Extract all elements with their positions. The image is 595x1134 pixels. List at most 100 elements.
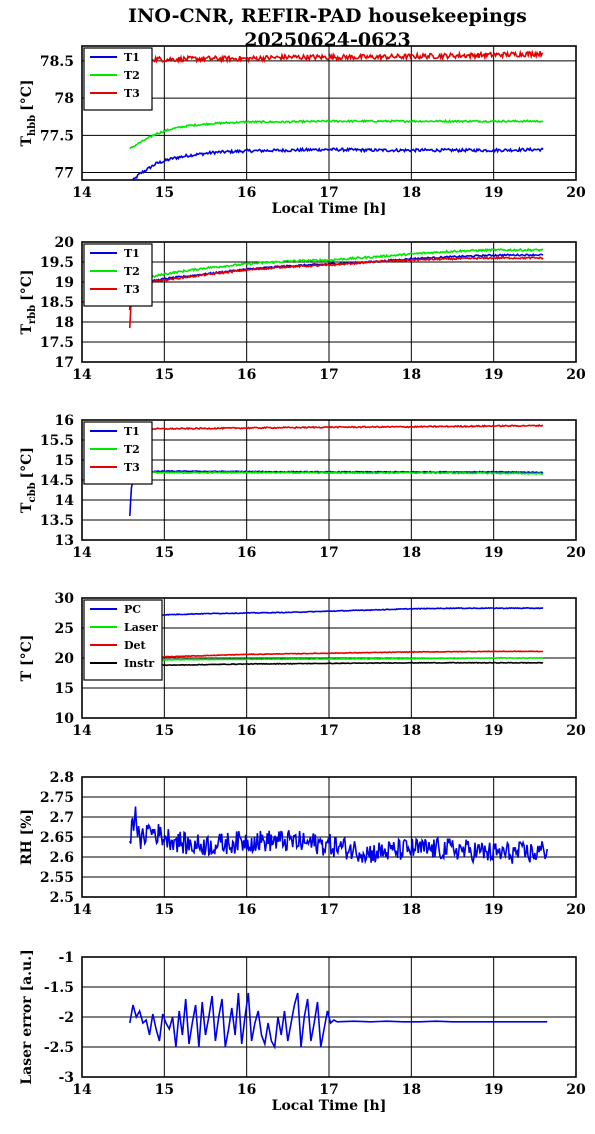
x-axis-label: Local Time [h] xyxy=(272,201,387,217)
y-tick-label: 15 xyxy=(55,681,74,697)
chart-panel-3: 14 15 16 17 18 19 20 13 13.5 14 14.5 15 15.5 16 Tcbb[°… xyxy=(19,413,586,561)
legend-label: T3 xyxy=(124,461,140,474)
legend-label: T3 xyxy=(124,283,140,296)
y-tick-label: 2.6 xyxy=(50,850,74,866)
chart-panel-5: 14 15 16 17 18 19 20 2.5 2.55 2.6 2.65 2.7 2.75 2.8 RH… xyxy=(19,770,586,918)
x-tick-label: 18 xyxy=(402,185,421,201)
x-tick-label: 14 xyxy=(72,1082,92,1098)
y-tick-label: 78.5 xyxy=(40,54,74,70)
series-line-pc xyxy=(129,606,544,618)
x-tick-label: 20 xyxy=(566,185,586,201)
series-line-t2 xyxy=(129,247,544,307)
chart-panel-4: 14 15 16 17 18 19 20 10 15 20 25 30 T [°C] PC Laser Det… xyxy=(19,591,586,739)
x-tick-label: 20 xyxy=(566,367,586,383)
series-line-instr xyxy=(129,661,544,669)
legend-box xyxy=(83,421,153,485)
x-tick-label: 14 xyxy=(72,902,92,918)
legend-label: Instr xyxy=(124,657,154,670)
x-tick-label: 15 xyxy=(155,1082,174,1098)
x-tick-label: 16 xyxy=(237,723,256,739)
y-axis-label: Laser error [a.u.] xyxy=(19,949,35,1084)
legend: PC Laser Det Instr xyxy=(83,599,163,681)
x-tick-label: 17 xyxy=(319,545,338,561)
y-tick-label: 15 xyxy=(55,453,74,469)
y-tick-label: 20 xyxy=(55,651,75,667)
x-tick-label: 16 xyxy=(237,185,256,201)
series-line-data xyxy=(129,992,548,1050)
x-tick-label: 14 xyxy=(72,185,92,201)
x-tick-label: 19 xyxy=(484,185,503,201)
legend-label: PC xyxy=(124,603,141,616)
y-tick-label: 14 xyxy=(55,493,75,509)
legend: T1 T2 T3 xyxy=(83,243,153,307)
y-tick-label: 13.5 xyxy=(40,513,74,529)
legend-label: T2 xyxy=(124,443,140,456)
y-tick-label: 14.5 xyxy=(40,473,74,489)
y-tick-label: 13 xyxy=(55,533,74,549)
legend-label: Laser xyxy=(124,621,158,634)
x-tick-label: 14 xyxy=(72,545,92,561)
x-tick-label: 16 xyxy=(237,1082,256,1098)
x-tick-label: 17 xyxy=(319,185,338,201)
x-tick-label: 20 xyxy=(566,1082,586,1098)
y-tick-label: 25 xyxy=(55,621,74,637)
series-line-t1 xyxy=(132,146,544,180)
x-tick-label: 19 xyxy=(484,545,503,561)
y-tick-label: 19 xyxy=(55,275,74,291)
chart-panel-6: 14 15 16 17 18 19 20 -3 -2.5 -2 -1.5 -1 Local Time [… xyxy=(19,949,586,1114)
y-tick-label: 10 xyxy=(55,711,75,727)
y-axis-label: RH [%] xyxy=(19,809,35,865)
plot-frame xyxy=(81,45,577,181)
y-tick-label: -1 xyxy=(58,950,74,966)
y-tick-label: 2.5 xyxy=(50,890,74,906)
legend-box xyxy=(83,47,153,111)
series-line-det xyxy=(129,650,544,659)
x-tick-label: 19 xyxy=(484,367,503,383)
series-line-t3 xyxy=(129,256,544,329)
x-tick-label: 19 xyxy=(484,723,503,739)
y-axis-label: Tcbb[°C] xyxy=(19,447,38,513)
legend-box xyxy=(83,599,163,681)
chart-panel-1: 14 15 16 17 18 19 20 77 77.5 78 78.5 Local Time [h]… xyxy=(19,45,586,217)
x-tick-label: 15 xyxy=(155,723,174,739)
y-tick-label: 17 xyxy=(55,355,74,371)
x-tick-label: 15 xyxy=(155,185,174,201)
y-tick-label: 2.55 xyxy=(40,870,74,886)
x-tick-label: 19 xyxy=(484,902,503,918)
title-line-1: INO-CNR, REFIR-PAD housekeepings xyxy=(128,5,527,27)
plot-frame xyxy=(81,241,577,363)
y-tick-label: 30 xyxy=(55,591,75,607)
x-tick-label: 20 xyxy=(566,723,586,739)
x-tick-label: 16 xyxy=(237,367,256,383)
legend-label: T1 xyxy=(124,425,140,438)
y-tick-label: -2 xyxy=(58,1010,74,1026)
x-tick-label: 17 xyxy=(319,902,338,918)
y-tick-label: 2.65 xyxy=(40,830,74,846)
x-tick-label: 16 xyxy=(237,545,256,561)
series-line-t3 xyxy=(129,424,544,431)
y-tick-label: -2.5 xyxy=(44,1040,74,1056)
x-tick-label: 18 xyxy=(402,723,421,739)
plot-frame xyxy=(81,597,577,719)
x-tick-label: 18 xyxy=(402,1082,421,1098)
y-tick-label: 20 xyxy=(55,235,75,251)
x-tick-label: 17 xyxy=(319,1082,338,1098)
x-tick-label: 15 xyxy=(155,545,174,561)
x-tick-label: 15 xyxy=(155,902,174,918)
y-tick-label: 2.75 xyxy=(40,790,74,806)
x-tick-label: 18 xyxy=(402,902,421,918)
chart-panel-2: 14 15 16 17 18 19 20 17 17.5 18 18.5 19 19.5 20 Trbb[°… xyxy=(19,235,586,383)
legend-label: T1 xyxy=(124,51,140,64)
x-tick-label: 14 xyxy=(72,723,92,739)
legend-label: T2 xyxy=(124,265,140,278)
x-tick-label: 18 xyxy=(402,367,421,383)
series-line-t2 xyxy=(129,118,544,150)
plot-frame xyxy=(81,776,577,898)
y-tick-label: 2.7 xyxy=(50,810,74,826)
y-tick-label: 78 xyxy=(55,91,74,107)
series-line-t3 xyxy=(129,49,544,65)
y-tick-label: 2.8 xyxy=(50,770,74,786)
y-tick-label: 16 xyxy=(55,413,74,429)
plot-frame xyxy=(81,956,577,1078)
